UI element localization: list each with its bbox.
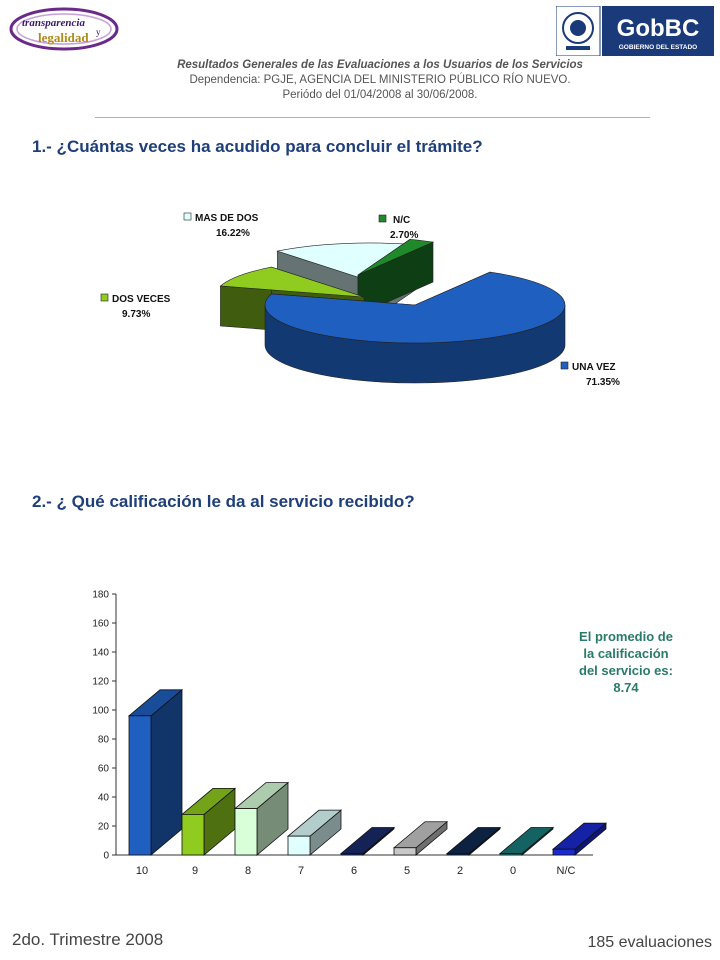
gobbc-sub: GOBIERNO DEL ESTADO [619,44,698,51]
pie-slice-n-c [357,238,435,316]
pie-legend-swatch-n-c [378,214,387,223]
logo-text-3: legalidad [38,30,89,45]
bar-n-c [551,822,608,856]
y-tick-label: 100 [92,706,109,717]
pie-legend-swatch-dos-veces [100,293,109,302]
pie-label-una-vez: UNA VEZ [572,362,616,373]
y-tick-label: 20 [98,822,110,833]
x-tick-label: N/C [557,865,576,877]
y-tick-label: 60 [98,764,110,775]
report-period: Periódo del 01/04/2008 al 30/06/2008. [282,89,478,101]
gobbc-logo: GobBC GOBIERNO DEL ESTADO [556,6,714,56]
footer-count: 185 evaluaciones [587,934,712,951]
bar-6 [339,826,396,856]
x-tick-label: 9 [192,865,198,877]
header-divider [95,117,650,118]
pie-percent-mas-de-dos: 16.22% [216,228,250,239]
pie-chart: UNA VEZ 71.35% DOS VECES 9.73% MAS DE DOS 16.… [100,212,620,388]
logo-text-2: y [96,27,101,37]
average-line-1: El promedio de [579,629,673,644]
bar-2 [445,826,502,856]
pie-legend-swatch-mas-de-dos [183,212,192,221]
pie-percent-una-vez: 71.35% [586,377,620,388]
x-tick-label: 8 [245,865,251,877]
average-value: 8.74 [613,680,639,695]
average-line-2: la calificación [583,646,669,661]
question-1-title: 1.- ¿Cuántas veces ha acudido para concl… [32,137,483,156]
bar-9 [180,787,237,856]
y-tick-label: 0 [103,851,109,862]
x-tick-label: 7 [298,865,304,877]
average-note: El promedio de la calificación del servi… [552,628,700,696]
pie-percent-dos-veces: 9.73% [122,309,150,320]
pie-label-n-c: N/C [393,215,410,226]
question-2-title: 2.- ¿ Qué calificación le da al servicio… [32,492,415,511]
pie-label-mas-de-dos: MAS DE DOS [195,213,259,224]
pie-slice-una-vez [264,271,566,384]
x-tick-label: 6 [351,865,357,877]
x-tick-label: 0 [510,865,516,877]
pie-legend-swatch-una-vez [560,361,569,370]
logo-text-1: transparencia [22,17,85,29]
bar-0 [498,826,555,856]
bar-8 [233,781,290,856]
y-tick-label: 40 [98,793,110,804]
footer-quarter: 2do. Trimestre 2008 [12,930,164,949]
pie-label-dos-veces: DOS VECES [112,294,171,305]
bar-7 [286,809,343,856]
bar-5 [392,820,449,856]
pie-percent-n-c: 2.70% [390,230,418,241]
report-dependency: Dependencia: PGJE, AGENCIA DEL MINISTERI… [189,74,571,86]
transparencia-logo: transparencia y legalidad [9,7,119,51]
y-tick-label: 140 [92,648,109,659]
bar-10 [127,688,184,856]
y-tick-label: 80 [98,735,110,746]
y-tick-label: 180 [92,590,109,601]
x-tick-label: 2 [457,865,463,877]
x-tick-label: 10 [136,865,148,877]
gobbc-brand: GobBC [617,15,700,42]
y-tick-label: 120 [92,677,109,688]
y-tick-label: 160 [92,619,109,630]
average-line-3: del servicio es: [579,663,673,678]
report-title: Resultados Generales de las Evaluaciones… [177,59,583,71]
x-tick-label: 5 [404,865,410,877]
report-header: Resultados Generales de las Evaluaciones… [100,58,660,103]
